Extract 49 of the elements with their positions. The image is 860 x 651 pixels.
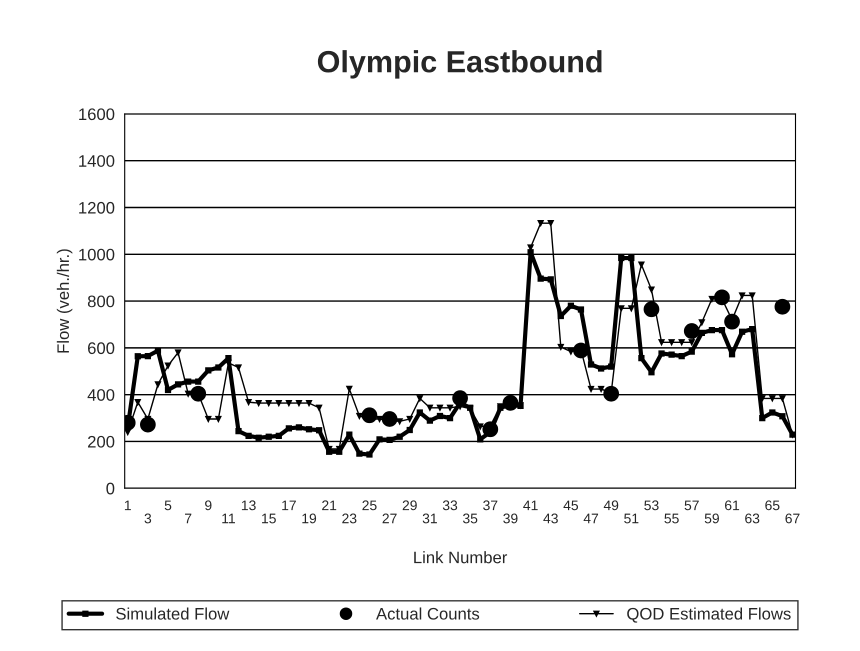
x-tick-label: 7 [185,514,192,524]
x-tick-label: 21 [322,500,336,510]
x-tick-label: 67 [785,514,800,524]
x-tick-label: 51 [624,514,638,524]
y-tick-label: 800 [88,295,114,308]
x-tick-label: 55 [664,514,679,524]
x-tick-label: 37 [483,500,498,510]
x-tick-label: 45 [563,500,578,510]
x-tick-label: 43 [543,514,558,524]
x-tick-label: 5 [164,500,172,510]
x-tick-label: 25 [362,500,377,510]
y-tick-label: 0 [106,482,114,494]
x-tick-label: 65 [765,500,780,510]
x-tick-label: 47 [584,514,598,524]
x-tick-label: 13 [242,500,256,510]
x-tick-label: 3 [144,514,152,524]
y-tick-label: 1200 [79,202,114,214]
x-tick-label: 59 [704,514,719,524]
y-tick-label: 1000 [79,248,114,260]
x-tick-label: 27 [382,514,397,524]
legend-label: Actual Counts [376,607,480,620]
x-tick-label: 61 [725,500,740,510]
x-tick-label: 39 [503,514,518,524]
x-tick-label: 31 [422,514,437,524]
x-tick-label: 29 [402,500,417,510]
y-tick-label: 1600 [79,108,114,120]
x-tick-label: 1 [124,500,131,510]
x-tick-label: 15 [262,514,276,524]
y-axis-title: Flow (veh./hr.) [56,249,72,353]
x-tick-label: 57 [684,500,699,510]
y-tick-label: 600 [88,342,114,354]
x-tick-label: 49 [604,500,618,510]
x-tick-label: 23 [342,514,356,524]
x-tick-label: 33 [442,500,458,510]
x-tick-label: 53 [644,500,659,510]
chart-title: Olympic Eastbound [318,50,602,79]
x-tick-label: 17 [282,500,296,510]
y-tick-label: 1400 [79,155,114,167]
legend-label: QOD Estimated Flows [627,607,791,623]
y-tick-label: 200 [88,436,114,448]
x-tick-label: 41 [523,500,538,510]
x-tick-label: 19 [302,514,316,524]
y-tick-label: 400 [88,389,114,401]
x-tick-label: 63 [745,514,760,524]
x-tick-label: 9 [205,500,212,510]
x-tick-label: 11 [222,514,235,524]
x-axis-title: Link Number [414,551,508,564]
x-tick-label: 35 [462,514,478,524]
legend-label: Simulated Flow [116,607,230,620]
